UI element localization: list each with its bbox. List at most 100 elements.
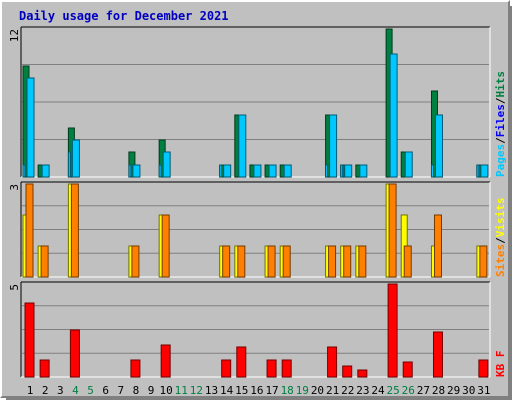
bar-sites-day-4: [70, 183, 79, 278]
legend-entry: /: [494, 97, 507, 104]
bar-pages-day-21: [325, 164, 329, 178]
bar-pages-day-8: [128, 164, 132, 178]
bar-pages-day-22: [340, 164, 344, 178]
x-tick-label-day-2: 2: [42, 384, 49, 397]
bar-kb-f-day-10: [160, 344, 171, 378]
bar-kb-f-day-15: [236, 346, 247, 378]
legend-entry: Sites: [494, 244, 507, 277]
bar-kb-f-day-4: [69, 329, 80, 378]
bar-pages-day-28: [430, 164, 434, 178]
y-max-label: 12: [8, 29, 21, 42]
bar-files-day-23: [359, 164, 368, 178]
x-tick-label-day-25: 25: [386, 384, 399, 397]
bar-kb-f-day-23: [357, 369, 368, 378]
x-tick-label-day-12: 12: [190, 384, 203, 397]
legend-entry: Visits: [494, 198, 507, 238]
bar-kb-f-day-8: [130, 359, 141, 378]
bar-files-day-10: [162, 151, 171, 178]
bar-files-day-2: [41, 164, 50, 178]
bar-pages-day-31: [476, 164, 480, 178]
x-tick-label-day-20: 20: [311, 384, 324, 397]
legend-entry: /: [494, 137, 507, 144]
bar-kb-f-day-18: [281, 359, 292, 378]
x-tick-label-day-17: 17: [265, 384, 278, 397]
bar-files-day-4: [71, 139, 80, 178]
legend-entry: Files: [494, 104, 507, 137]
bar-files-day-15: [238, 114, 247, 178]
x-tick-label-day-10: 10: [160, 384, 173, 397]
x-tick-label-day-23: 23: [356, 384, 369, 397]
x-tick-label-day-7: 7: [117, 384, 124, 397]
x-tick-label-day-6: 6: [102, 384, 109, 397]
bar-kb-f-day-25: [387, 283, 398, 378]
bar-files-day-28: [434, 114, 443, 178]
bar-sites-day-31: [479, 245, 488, 278]
bar-pages-day-4: [67, 151, 71, 178]
bar-kb-f-day-31: [478, 359, 489, 378]
panel-visits-sites: 3 Sites/Visits: [8, 181, 507, 278]
x-tick-label-day-19: 19: [296, 384, 309, 397]
bar-sites-day-18: [282, 245, 291, 278]
bar-files-day-26: [404, 151, 413, 178]
x-tick-label-day-27: 27: [417, 384, 430, 397]
bar-pages-day-14: [219, 164, 223, 178]
bar-files-day-21: [329, 114, 338, 178]
bar-sites-day-8: [131, 245, 140, 278]
bar-files-day-22: [344, 164, 353, 178]
y-max-label: 3: [8, 184, 21, 191]
x-tick-label-day-5: 5: [87, 384, 94, 397]
x-tick-label-day-24: 24: [371, 384, 385, 397]
x-tick-label-day-11: 11: [175, 384, 188, 397]
x-tick-label-day-1: 1: [27, 384, 34, 397]
y-max-label: 5: [8, 284, 21, 291]
bar-sites-day-21: [328, 245, 337, 278]
legend-visits-sites: Sites/Visits: [494, 198, 507, 278]
bar-sites-day-15: [237, 245, 246, 278]
bar-pages-day-10: [158, 164, 162, 178]
x-tick-label-day-16: 16: [250, 384, 263, 397]
bar-files-day-31: [480, 164, 489, 178]
legend-entry: Pages: [494, 144, 507, 177]
bar-files-day-8: [132, 164, 141, 178]
x-tick-label-day-26: 26: [402, 384, 415, 397]
x-tick-label-day-4: 4: [72, 384, 79, 397]
x-tick-label-day-14: 14: [220, 384, 234, 397]
frame-shadow-right: [508, 6, 512, 400]
legend-hits-files-pages: Pages/Files/Hits: [494, 71, 507, 177]
x-tick-label-day-13: 13: [205, 384, 218, 397]
x-tick-label-day-8: 8: [133, 384, 140, 397]
x-tick-label-day-31: 31: [477, 384, 490, 397]
bar-sites-day-26: [403, 245, 412, 278]
bar-sites-day-1: [25, 183, 34, 278]
bar-sites-day-2: [40, 245, 49, 278]
bar-files-day-1: [26, 77, 35, 178]
legend-entry: Hits: [494, 71, 507, 98]
x-tick-label-day-3: 3: [57, 384, 64, 397]
bar-kb-f-day-22: [342, 365, 353, 378]
bar-kb-f-day-28: [432, 331, 443, 378]
chart-title: Daily usage for December 2021: [19, 9, 229, 23]
x-tick-label-day-21: 21: [326, 384, 339, 397]
bar-sites-day-25: [388, 183, 397, 278]
x-tick-label-day-29: 29: [447, 384, 460, 397]
bar-sites-day-22: [343, 245, 352, 278]
bar-kb-f-day-14: [221, 359, 232, 378]
legend-entry: /: [494, 237, 507, 244]
bar-files-day-18: [283, 164, 292, 178]
bar-pages-day-1: [22, 164, 26, 178]
x-tick-label-day-22: 22: [341, 384, 354, 397]
bar-files-day-25: [389, 53, 398, 178]
x-tick-label-day-9: 9: [148, 384, 155, 397]
bar-kb-f-day-17: [266, 359, 277, 378]
legend-kbytes: KB F: [494, 351, 507, 378]
x-tick-label-day-30: 30: [462, 384, 475, 397]
frame-shadow-bottom: [6, 396, 512, 400]
bar-files-day-16: [253, 164, 262, 178]
bar-sites-day-23: [358, 245, 367, 278]
legend-entry: KB F: [494, 351, 507, 378]
bar-kb-f-day-1: [24, 302, 35, 378]
x-tick-label-day-15: 15: [235, 384, 248, 397]
bar-kb-f-day-26: [402, 361, 413, 378]
